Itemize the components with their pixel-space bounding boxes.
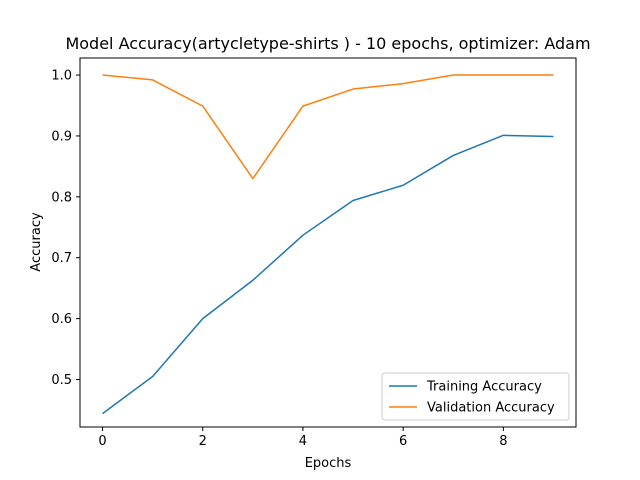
- y-tick-label: 0.6: [51, 312, 72, 327]
- x-tick-label: 2: [199, 434, 207, 449]
- x-tick-label: 6: [399, 434, 407, 449]
- plot-frame: [79, 57, 577, 428]
- legend: Training Accuracy Validation Accuracy: [381, 372, 570, 421]
- x-tick-label: 8: [499, 434, 507, 449]
- x-axis-label: Epochs: [305, 456, 352, 471]
- legend-box: [381, 372, 570, 421]
- chart-title: Model Accuracy(artycletype-shirts ) - 10…: [65, 34, 590, 53]
- y-tick-label: 0.5: [51, 373, 72, 388]
- y-tick-label: 0.8: [51, 190, 72, 205]
- y-tick-label: 1.0: [51, 69, 72, 84]
- legend-label: Training Accuracy: [426, 380, 542, 395]
- series-group: [102, 74, 554, 415]
- series-line-training: [102, 134, 554, 415]
- series-line-validation: [102, 74, 554, 180]
- x-tick-label: 4: [299, 434, 307, 449]
- y-axis-label: Accuracy: [29, 212, 44, 272]
- legend-label: Validation Accuracy: [427, 401, 555, 416]
- y-tick-label: 0.9: [51, 129, 72, 144]
- y-tick-label: 0.7: [51, 251, 72, 266]
- x-axis: 0 2 4 6 8: [98, 427, 507, 449]
- y-axis: 0.5 0.6 0.7 0.8 0.9 1.0: [51, 69, 80, 388]
- plot-area: [79, 57, 577, 428]
- x-tick-label: 0: [98, 434, 106, 449]
